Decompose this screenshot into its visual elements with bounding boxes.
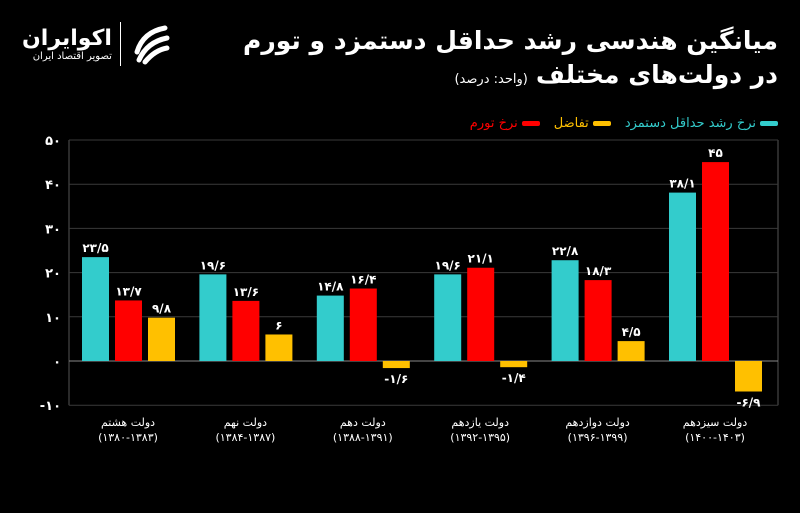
y-tick-label: ۵۰ (45, 134, 61, 149)
legend-swatch (592, 121, 611, 126)
bar (735, 361, 762, 392)
data-label: -۱/۴ (502, 371, 526, 385)
legend-swatch (760, 121, 778, 126)
legend-item-wage: نرخ رشد حداقل دستمزد (625, 116, 778, 131)
bar (434, 274, 462, 361)
bar (584, 280, 612, 361)
data-label: ۱۶/۴ (350, 273, 376, 287)
x-tick-label: دولت سیزدهم (683, 416, 748, 429)
x-tick-label: دولت هشتم (101, 416, 155, 429)
y-tick-label: ۱۰ (45, 311, 61, 326)
legend-label: تفاضل (553, 116, 589, 131)
bar (382, 361, 410, 369)
title-line2-text: در دولت‌های مختلف (535, 60, 778, 89)
y-tick-label: ۲۰ (45, 267, 61, 282)
logo-name: اکوایران (22, 26, 112, 51)
data-label: ۴۵ (708, 146, 723, 160)
data-label: ۲۲/۸ (552, 244, 579, 258)
bar (199, 274, 227, 361)
data-label: ۴/۵ (622, 325, 641, 339)
bar (617, 341, 645, 361)
bar (265, 334, 293, 361)
x-tick-label: دولت دهم (340, 416, 386, 429)
x-tick-label: دولت یازدهم (451, 416, 509, 429)
y-tick-label: ۳۰ (45, 222, 61, 237)
x-tick-label: دولت دوازدهم (565, 416, 630, 429)
bar (467, 267, 495, 361)
data-label: ۲۱/۱ (468, 252, 494, 266)
data-label: ۱۹/۶ (200, 258, 226, 272)
data-label: ۱۸/۳ (585, 264, 612, 278)
bar (551, 260, 579, 361)
x-tick-years: (۱۳۹۲-۱۳۹۵) (450, 431, 510, 444)
legend-label: نرخ تورم (469, 116, 518, 131)
bar (82, 257, 109, 361)
y-tick-label: ۴۰ (45, 178, 61, 193)
data-label: ۳۸/۱ (669, 177, 695, 191)
unit-label: (واحد: درصد) (454, 72, 528, 87)
bar (115, 300, 142, 361)
logo-divider (119, 22, 121, 66)
bar (702, 162, 729, 361)
data-label: ۶ (275, 318, 282, 332)
x-tick-years: (۱۴۰۰-۱۴۰۳) (685, 431, 745, 444)
bar (500, 361, 528, 368)
data-label: ۲۳/۵ (82, 241, 108, 255)
logo: اکوایران تصویر اقتصاد ایران (22, 22, 173, 66)
data-label: ۱۹/۶ (435, 258, 461, 272)
x-tick-years: (۱۳۸۴-۱۳۸۷) (215, 431, 275, 444)
bar (669, 192, 696, 361)
data-label: -۱/۶ (384, 372, 408, 386)
bar (349, 288, 377, 361)
x-tick-label: دولت نهم (224, 416, 267, 429)
legend-item-difference: تفاضل (554, 116, 611, 131)
chart-title-line2: در دولت‌های مختلف (واحد: درصد) (454, 60, 778, 89)
logo-tagline: تصویر اقتصاد ایران (32, 51, 112, 62)
x-tick-years: (۱۳۸۰-۱۳۸۳) (98, 431, 158, 444)
x-tick-years: (۱۳۹۶-۱۳۹۹) (568, 431, 628, 444)
data-label: ۱۳/۷ (115, 284, 142, 298)
bar (148, 317, 175, 361)
legend-label: نرخ رشد حداقل دستمزد (624, 116, 756, 131)
y-tick-label: ۰ (53, 355, 61, 370)
bar (316, 295, 344, 361)
x-tick-years: (۱۳۸۸-۱۳۹۱) (333, 431, 393, 444)
logo-mark-icon (134, 25, 170, 65)
bar (232, 300, 260, 361)
legend-swatch (521, 121, 540, 126)
y-tick-label: -۱۰ (40, 399, 61, 414)
data-label: -۶/۹ (736, 395, 761, 409)
data-label: ۱۴/۸ (317, 280, 344, 294)
data-label: ۹/۸ (152, 302, 172, 316)
legend: نرخ رشد حداقل دستمزد تفاضل نرخ تورم (470, 116, 778, 131)
data-label: ۱۳/۶ (233, 285, 259, 299)
legend-item-inflation: نرخ تورم (470, 116, 540, 131)
chart-title-line1: میانگین هندسی رشد حداقل دستمزد و تورم (243, 26, 778, 55)
